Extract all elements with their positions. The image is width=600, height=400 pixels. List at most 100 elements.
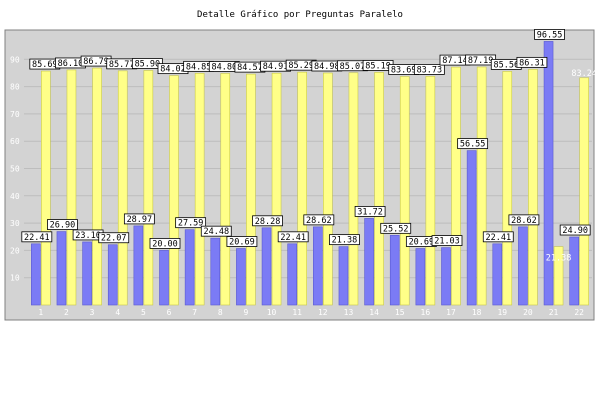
data-label-series1: 22.41	[482, 231, 514, 243]
bar-series2	[92, 67, 102, 306]
x-tick-label: 6	[167, 308, 172, 317]
x-tick-label: 8	[218, 308, 223, 317]
bar-series1	[466, 150, 477, 306]
data-label-text: 22.41	[24, 233, 50, 243]
bar-series2	[41, 70, 51, 306]
bar-series2	[194, 73, 205, 306]
data-label-series1: 24.90	[559, 224, 591, 236]
data-label-text: 22.41	[280, 233, 306, 243]
x-tick-label: 15	[395, 308, 405, 317]
bar-series1	[543, 41, 554, 306]
data-label-series1: 28.62	[508, 214, 540, 226]
data-label-text: 84.57	[237, 63, 263, 73]
bar-series1	[236, 248, 246, 306]
bar-series2	[476, 66, 487, 306]
data-label-text: 84.02	[160, 65, 186, 75]
data-label-text: 85.69	[32, 60, 58, 70]
data-label-text: 83.69	[391, 66, 417, 76]
data-label-text: 26.90	[50, 221, 76, 231]
bar-series1	[338, 246, 349, 306]
bar-series1	[107, 244, 118, 306]
y-tick-label: 80	[10, 83, 20, 92]
bar-series2	[553, 246, 564, 306]
data-label-box	[516, 56, 548, 68]
data-label-series1: 20.00	[149, 237, 181, 249]
data-label-box	[47, 219, 78, 230]
bar-series2	[143, 70, 154, 306]
bar-series2	[297, 71, 307, 306]
data-label-series2: 83.73	[413, 64, 445, 75]
data-label-text: 28.28	[255, 217, 281, 227]
data-label-series1: 56.55	[457, 138, 489, 150]
y-tick-label: 20	[10, 246, 20, 255]
data-label-text: 84.85	[186, 62, 212, 72]
data-label-text: 22.41	[485, 233, 511, 243]
data-label-box	[175, 217, 207, 229]
bar-series2	[66, 69, 77, 306]
data-label-series2: 83.24	[571, 69, 597, 79]
data-label-box	[559, 224, 591, 236]
data-label-box	[380, 222, 412, 234]
bar-series1	[415, 248, 426, 306]
data-label-text: 85.56	[493, 60, 519, 70]
data-label-box	[252, 215, 283, 227]
data-label-box	[534, 29, 565, 40]
x-tick-label: 19	[497, 308, 507, 317]
bar-series1	[31, 243, 41, 306]
data-label-series2: 21.38	[546, 254, 572, 264]
bar-series2	[579, 77, 589, 306]
bar-series1	[569, 236, 579, 306]
bar-series1	[56, 231, 67, 306]
data-label-series1: 21.03	[431, 235, 463, 247]
bar-series1	[389, 235, 400, 306]
data-label-box	[413, 64, 445, 75]
x-tick-label: 17	[446, 308, 456, 317]
data-label-text: 28.62	[306, 216, 332, 226]
data-label-box	[226, 236, 258, 247]
x-tick-label: 10	[267, 308, 277, 317]
bar-series2	[425, 76, 436, 306]
data-label-series1: 27.59	[175, 217, 207, 229]
data-label-text: 84.91	[263, 62, 289, 72]
bar-series2	[348, 72, 359, 306]
bar-series1	[159, 250, 169, 306]
data-label-series1: 28.62	[303, 214, 335, 226]
data-label-text: 86.10	[58, 59, 84, 69]
data-label-series1: 22.41	[277, 231, 309, 243]
bar-series2	[169, 75, 179, 306]
x-tick-label: 18	[472, 308, 482, 317]
data-label-series1: 22.07	[98, 232, 130, 244]
bar-series2	[502, 71, 513, 306]
bar-series1	[313, 226, 323, 306]
bar-series1	[261, 227, 272, 306]
data-label-series1: 21.38	[329, 234, 360, 246]
data-label-text: 20.69	[409, 238, 435, 248]
bar-series2	[374, 72, 384, 306]
y-tick-label: 30	[10, 219, 20, 228]
data-label-text: 96.55	[537, 30, 563, 40]
x-tick-label: 21	[549, 308, 559, 317]
data-label-text: 85.77	[109, 60, 135, 70]
bar-series2	[271, 72, 282, 306]
data-label-series1: 28.28	[252, 215, 283, 227]
bar-series1	[210, 237, 221, 306]
data-label-text: 85.29	[288, 61, 314, 71]
data-label-box	[457, 138, 489, 150]
data-label-series1: 25.52	[380, 222, 412, 234]
x-tick-label: 22	[574, 308, 584, 317]
x-tick-label: 7	[192, 308, 197, 317]
data-label-text: 21.38	[332, 236, 358, 246]
bar-series2	[528, 69, 538, 306]
bar-series2	[117, 70, 128, 306]
data-label-text: 24.90	[562, 226, 588, 236]
y-tick-label: 50	[10, 165, 20, 174]
bar-series1	[82, 241, 92, 306]
bar-series2	[246, 73, 256, 306]
data-label-text: 27.59	[178, 219, 204, 229]
data-label-text: 86.79	[83, 57, 109, 67]
bar-series2	[399, 76, 410, 306]
bar-series1	[518, 226, 528, 306]
data-label-text: 85.19	[365, 61, 391, 71]
data-label-text: 20.00	[152, 239, 178, 249]
